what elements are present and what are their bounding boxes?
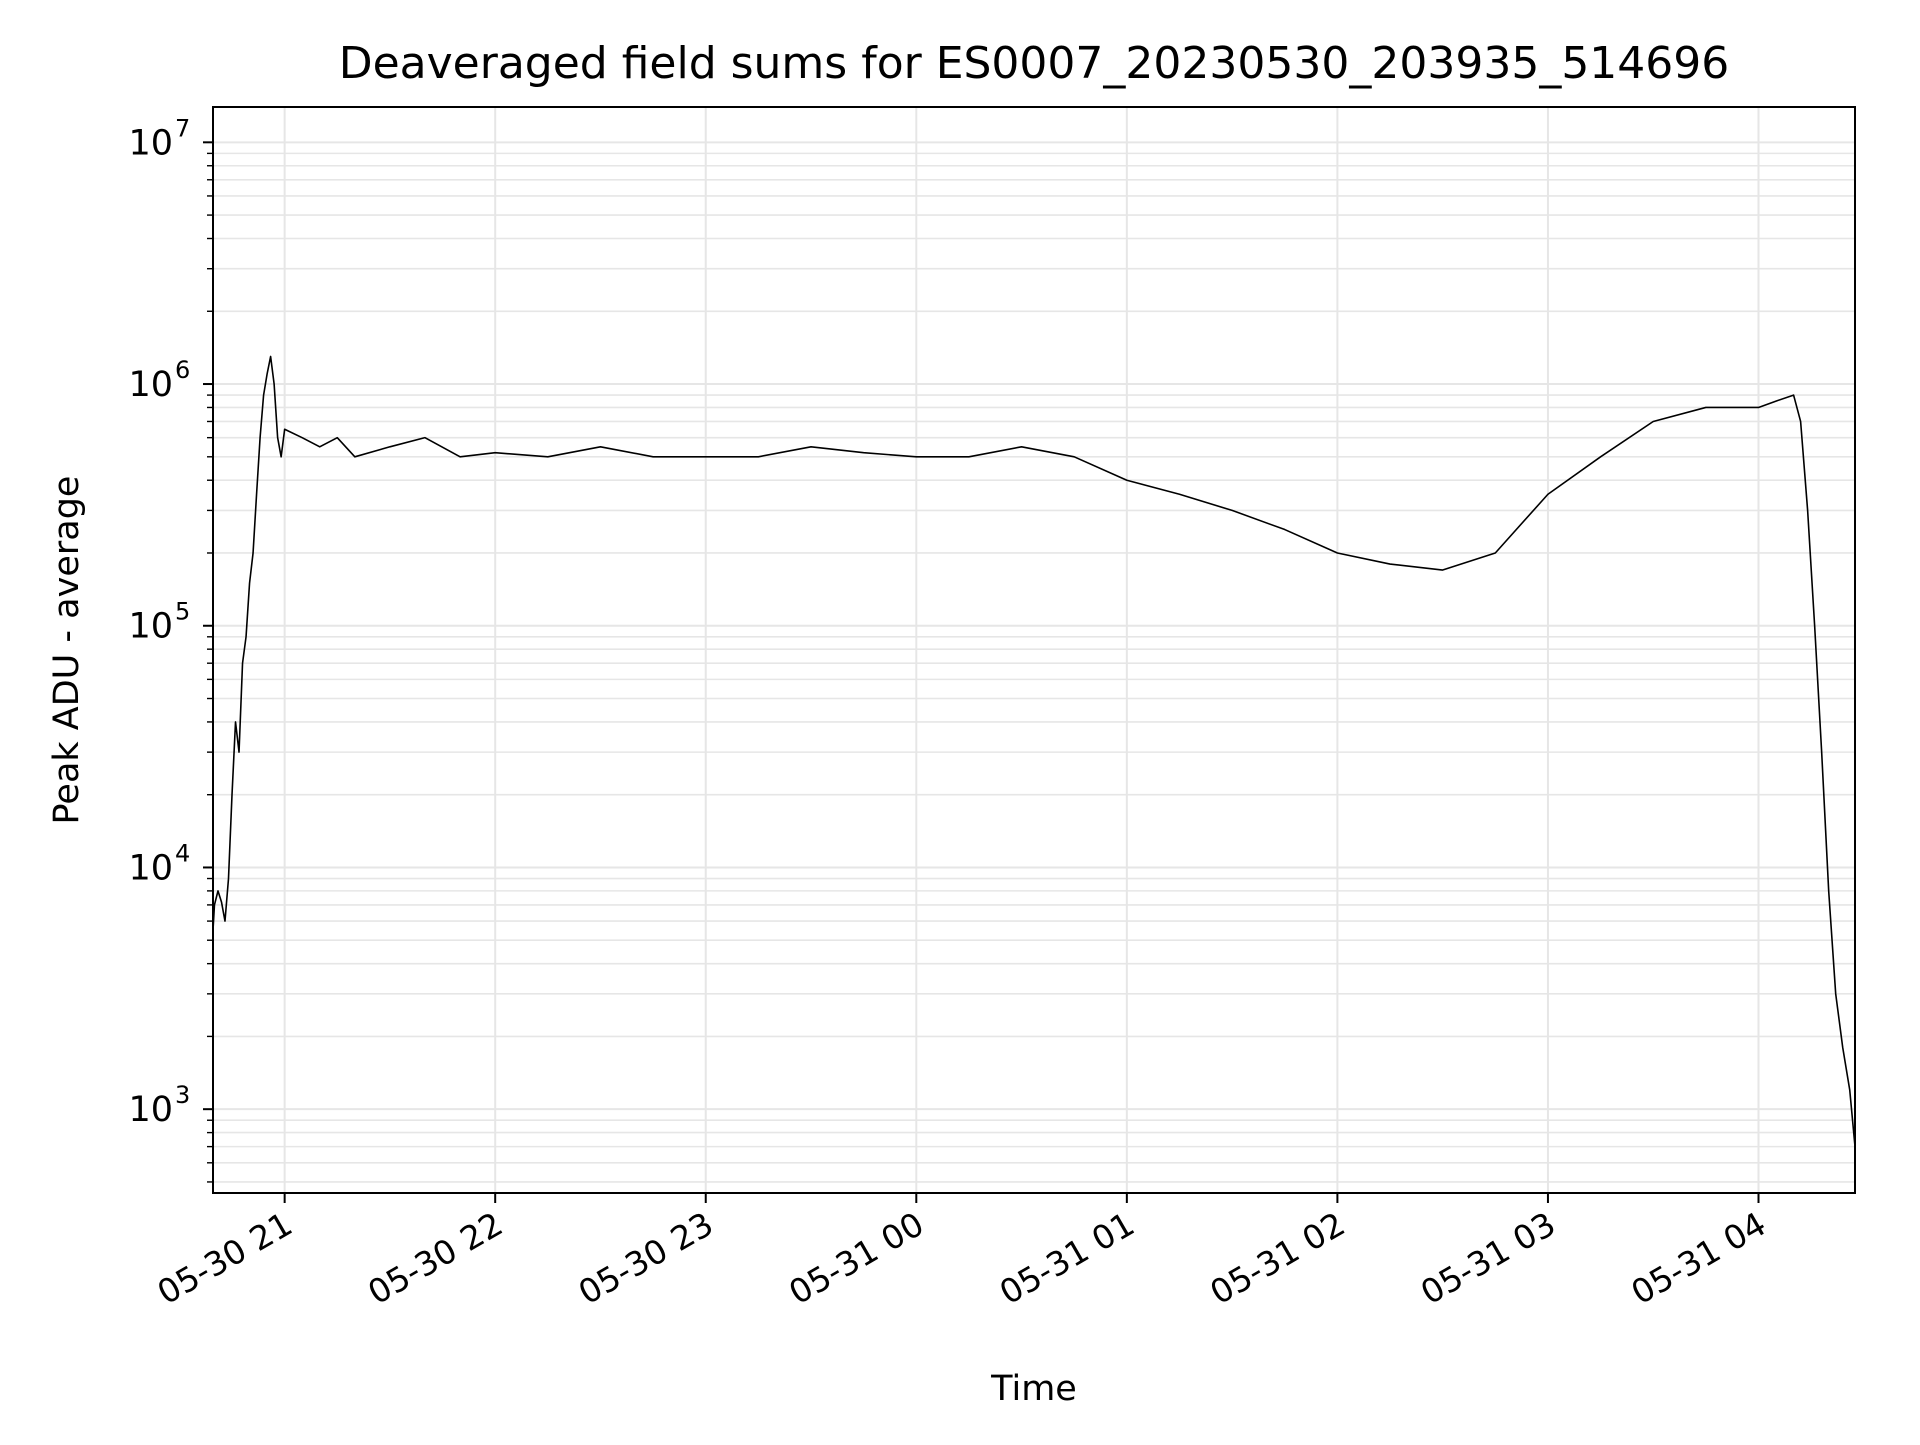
plot-area (212, 355, 1856, 1147)
chart-title: Deaveraged field sums for ES0007_2023053… (339, 38, 1730, 89)
y-tick-label-exponent: 5 (175, 598, 190, 626)
y-tick-label-exponent: 4 (175, 839, 190, 867)
y-tick-label-exponent: 7 (175, 114, 190, 142)
y-tick-label-base: 10 (128, 1090, 173, 1130)
y-tick-label-exponent: 3 (175, 1081, 190, 1109)
grid (213, 107, 1855, 1193)
y-tick-label-base: 10 (128, 123, 173, 163)
y-tick-label-exponent: 6 (175, 356, 190, 384)
y-tick-label-base: 10 (128, 607, 173, 647)
y-axis-label: Peak ADU - average (47, 476, 87, 825)
y-tick-label-base: 10 (128, 848, 173, 888)
series-line (212, 355, 1856, 1147)
plot-frame (212, 106, 1856, 1194)
y-tick-label-base: 10 (128, 365, 173, 405)
x-axis-label: Time (990, 1369, 1077, 1409)
